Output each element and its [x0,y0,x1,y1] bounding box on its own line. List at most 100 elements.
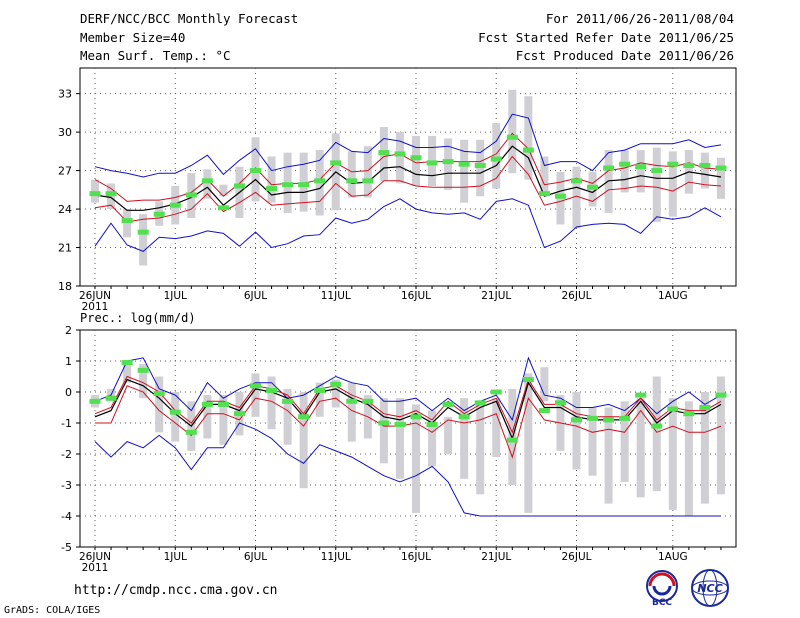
prec-member-mark [346,398,358,404]
prec-range-bar [203,395,212,439]
temp-member-mark [89,191,101,197]
prec-member-mark [490,389,502,395]
prec-member-mark [201,401,213,407]
prec-range-bar [444,416,453,454]
prec-member-mark [474,400,486,406]
prec-xtick-label: 21JUL [481,551,511,563]
produced-date: Fcst Produced Date 2011/06/26 [515,48,734,63]
prec-member-mark [715,392,727,398]
prec-member-mark [603,417,615,423]
prec-range-bar [283,388,292,445]
prec-member-mark [394,422,406,428]
temp-range-bar [460,139,469,203]
temp-member-mark [474,162,486,168]
temp-member-mark [105,191,117,197]
temp-member-mark [522,147,534,153]
prec-member-mark [153,391,165,397]
temp-member-mark [554,193,566,199]
prec-range-bar [668,398,677,510]
prec-member-mark [699,405,711,410]
temp-member-mark [201,178,213,184]
temp-xtick-label: 1JUL [164,290,187,302]
source-url[interactable]: http://cmdp.ncc.cma.gov.cn [74,583,278,598]
temp-range-bar [716,157,725,199]
temp-series-min [94,198,722,252]
temp-member-mark [715,165,727,171]
temp-range-bar [267,156,276,203]
ncc-logo-text: NCC [697,582,722,595]
temp-member-mark [153,211,165,217]
temp-ytick-label: 27 [58,165,72,178]
temp-range-bar [107,183,116,210]
prec-member-mark [667,406,679,412]
temp-member-mark [330,160,342,166]
prec-member-mark [571,417,582,423]
temp-ytick-label: 18 [58,280,72,293]
prec-member-mark [554,400,566,406]
temp-range-bar [620,150,629,193]
prec-member-mark [282,398,294,404]
prec-panel: -5 -4 -3 -2 -1 0 1 2 26JUN 1JUL 6JUL 11JUL 16JUL 21JU… [61,324,737,574]
prec-series-upper [94,375,722,434]
temp-xtick-label: 26JUL [562,290,592,302]
temp-range-bar [123,209,132,238]
prec-range-bar [700,392,709,504]
prec-member-mark [458,414,470,420]
prec-xtick-label: 1JUL [164,551,187,563]
prec-member-mark [185,429,197,435]
prec-range-bar [219,395,228,445]
prec-series-lower [95,385,722,459]
prec-xtick-label: 6JUL [244,551,267,563]
temp-member-mark [635,164,647,170]
prec-range-bar [652,376,661,492]
prec-member-mark [522,377,534,383]
temp-member-mark [185,192,197,198]
temp-xtick-label: 11JUL [321,290,351,302]
prec-member-mark [266,387,278,393]
temp-range-bar [219,184,228,197]
temp-member-mark [458,161,470,167]
prec-ytick-label: 1 [65,355,72,368]
temp-range-bar [652,147,661,222]
temp-member-mark [298,182,310,188]
temp-range-bar [412,135,420,186]
prec-member-mark [426,422,438,428]
prec-range-bar [524,373,533,513]
prec-member-mark [538,408,550,414]
prec-member-mark [314,387,326,393]
member-size-label: Member Size=40 [80,30,186,45]
temp-member-mark [250,168,261,174]
prec-member-mark [651,423,663,429]
prec-xtick-label: 16JUL [401,551,431,563]
temp-xtick-label: 26JUN [79,290,111,302]
temp-xtick-label: 1AUG [658,290,688,302]
bcc-logo: BCC [646,570,678,608]
prec-member-mark [217,401,229,407]
prec-member-mark [89,398,101,404]
prec-xtick-label: 26JUN [79,551,111,563]
prec-range-bar [572,392,581,470]
temp-member-mark [266,186,278,192]
temp-member-mark [506,134,518,140]
temp-range-bar [299,152,308,212]
temp-range-bar [524,96,533,180]
temp-member-mark [169,202,181,208]
prec-range-bar [123,361,132,383]
temp-member-mark [233,183,245,189]
temp-range-bar [492,123,501,189]
prec-range-bar [171,392,180,442]
prec-member-mark [442,401,454,407]
prec-range-bar [588,407,597,476]
prec-ytick-label: 0 [65,386,72,399]
prec-member-mark [362,398,374,404]
prec-member-mark [250,383,261,389]
prec-member-mark [619,415,631,421]
temp-range-bar [203,169,212,199]
temp-member-mark [490,156,502,162]
temp-ytick-label: 33 [58,88,72,101]
prec-range-bar [299,392,308,489]
temp-member-mark [121,218,133,224]
prec-series-mean [94,378,722,441]
temp-member-mark [217,205,229,211]
